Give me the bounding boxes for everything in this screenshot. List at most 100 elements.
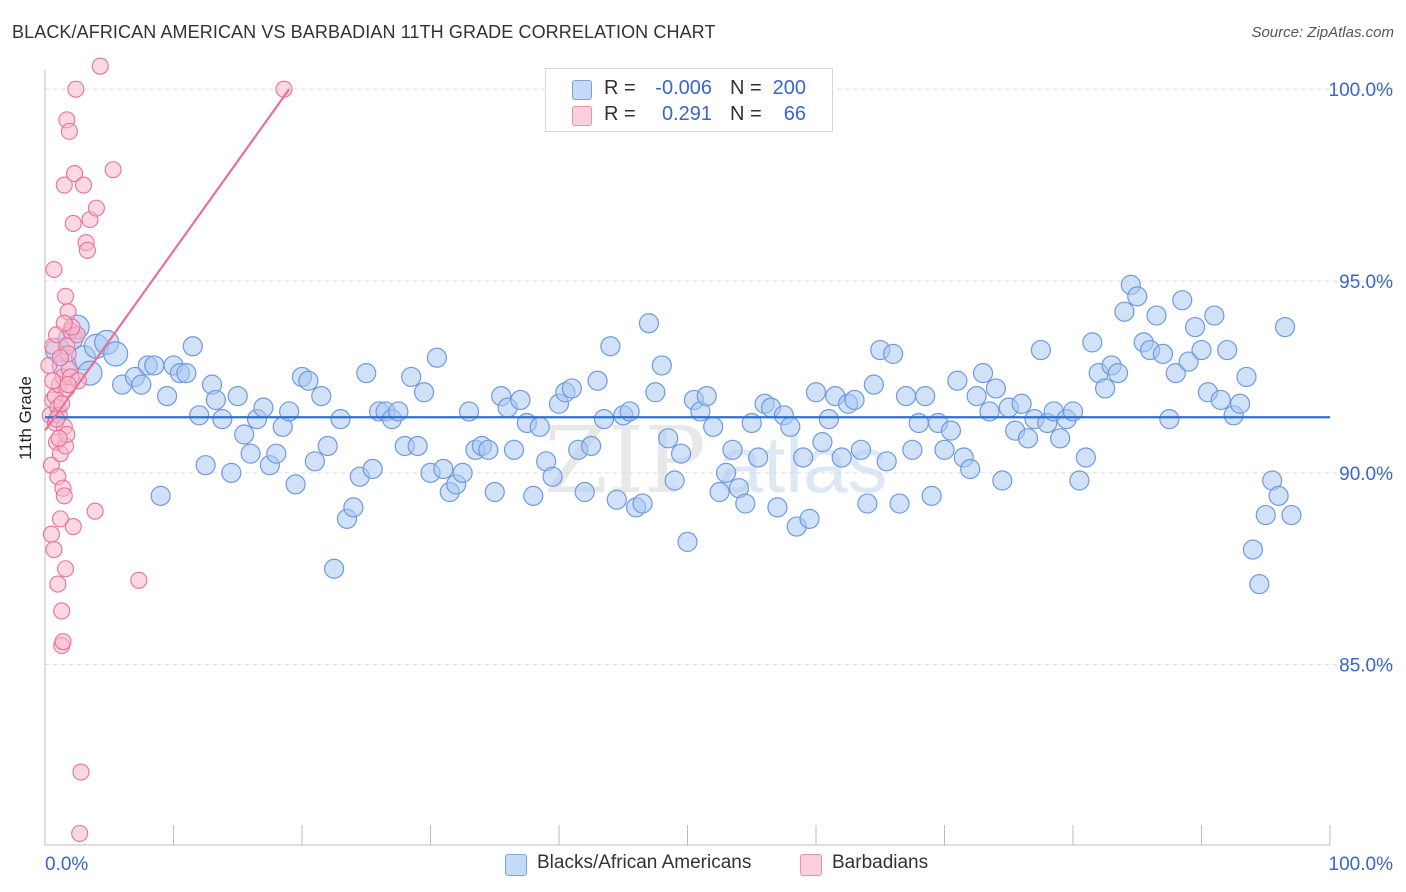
data-point-barbadians bbox=[51, 349, 69, 367]
data-point-blacks bbox=[857, 493, 878, 514]
data-point-blacks bbox=[452, 462, 473, 483]
data-point-blacks bbox=[670, 443, 692, 464]
data-point-blacks bbox=[1107, 362, 1129, 384]
data-point-blacks bbox=[182, 336, 203, 357]
data-point-blacks bbox=[960, 458, 981, 480]
data-point-blacks bbox=[863, 374, 884, 395]
data-point-blacks bbox=[510, 389, 531, 411]
data-point-blacks bbox=[195, 455, 216, 476]
data-point-blacks bbox=[1274, 316, 1296, 338]
data-point-blacks bbox=[298, 370, 319, 391]
legend-r-value: -0.006 bbox=[655, 77, 712, 99]
data-point-blacks bbox=[735, 493, 756, 514]
data-point-blacks bbox=[413, 382, 435, 403]
data-point-barbadians bbox=[44, 372, 62, 390]
data-point-barbadians bbox=[66, 165, 84, 183]
data-point-blacks bbox=[915, 386, 936, 407]
data-point-blacks bbox=[1159, 409, 1180, 430]
data-point-barbadians bbox=[57, 287, 75, 305]
data-point-blacks bbox=[1011, 393, 1032, 414]
data-point-blacks bbox=[1152, 343, 1174, 365]
series-barbadians bbox=[40, 57, 293, 843]
data-point-blacks bbox=[304, 451, 325, 472]
data-point-barbadians bbox=[55, 176, 73, 194]
data-point-blacks bbox=[658, 428, 679, 449]
data-point-blacks bbox=[266, 443, 287, 464]
data-point-blacks bbox=[1191, 339, 1212, 361]
data-point-blacks bbox=[748, 447, 769, 468]
data-point-blacks bbox=[401, 366, 422, 388]
bottom-legend-swatch-pink bbox=[800, 854, 822, 876]
data-point-barbadians bbox=[57, 560, 75, 578]
data-point-blacks bbox=[876, 451, 897, 472]
data-point-blacks bbox=[407, 435, 428, 457]
data-point-blacks bbox=[722, 439, 743, 460]
correlation-legend: R = -0.006 N = 200 R = 0.291 N = 66 bbox=[545, 68, 833, 132]
legend-n-label: N = bbox=[730, 103, 762, 125]
data-point-barbadians bbox=[130, 571, 148, 589]
data-point-blacks bbox=[1281, 504, 1302, 526]
data-point-blacks bbox=[799, 508, 820, 529]
data-point-blacks bbox=[805, 382, 827, 403]
data-point-blacks bbox=[1229, 393, 1251, 414]
data-point-blacks bbox=[253, 397, 274, 418]
data-point-blacks bbox=[1172, 290, 1193, 311]
data-point-blacks bbox=[1082, 332, 1103, 353]
data-point-blacks bbox=[831, 447, 852, 468]
data-point-blacks bbox=[1069, 470, 1090, 491]
data-point-barbadians bbox=[72, 763, 90, 781]
data-point-blacks bbox=[645, 382, 666, 403]
data-point-blacks bbox=[767, 497, 788, 518]
data-point-barbadians bbox=[48, 410, 66, 428]
series-blacks-african-americans bbox=[45, 274, 1302, 595]
data-point-blacks bbox=[343, 497, 364, 518]
data-point-blacks bbox=[632, 493, 653, 514]
data-point-barbadians bbox=[45, 541, 63, 559]
data-point-blacks bbox=[574, 481, 595, 503]
legend-r-label: R = bbox=[604, 77, 636, 99]
data-point-blacks bbox=[221, 462, 242, 483]
legend-n-label: N = bbox=[730, 77, 762, 99]
data-point-blacks bbox=[638, 313, 660, 334]
data-point-blacks bbox=[844, 389, 865, 411]
data-point-blacks bbox=[324, 558, 345, 579]
data-point-blacks bbox=[882, 343, 904, 365]
data-point-blacks bbox=[362, 458, 383, 480]
data-point-barbadians bbox=[55, 314, 73, 332]
data-point-blacks bbox=[317, 435, 338, 457]
bottom-legend-swatch-blue bbox=[505, 854, 527, 876]
data-point-blacks bbox=[150, 485, 171, 506]
data-point-barbadians bbox=[60, 122, 78, 140]
data-point-barbadians bbox=[51, 510, 69, 528]
data-point-blacks bbox=[484, 481, 505, 503]
tick-labels: 85.0% 90.0% 95.0% 100.0% 0.0% 100.0% bbox=[45, 80, 1393, 875]
data-point-blacks bbox=[966, 386, 987, 407]
gridlines bbox=[45, 88, 1395, 666]
data-point-blacks bbox=[696, 386, 717, 407]
data-point-blacks bbox=[503, 439, 525, 460]
data-point-barbadians bbox=[104, 161, 122, 179]
data-point-barbadians bbox=[53, 395, 71, 413]
data-point-blacks bbox=[529, 416, 550, 437]
data-point-blacks bbox=[985, 378, 1007, 399]
data-point-blacks bbox=[1030, 339, 1051, 361]
x-tick-label: 100.0% bbox=[1329, 854, 1394, 875]
legend-r-value: 0.291 bbox=[661, 103, 712, 125]
data-point-barbadians bbox=[42, 525, 60, 543]
data-point-blacks bbox=[972, 362, 994, 384]
data-point-blacks bbox=[311, 386, 332, 407]
data-point-barbadians bbox=[87, 199, 105, 217]
data-point-blacks bbox=[144, 355, 165, 376]
data-point-blacks bbox=[356, 362, 377, 384]
data-point-blacks bbox=[593, 409, 615, 430]
data-point-blacks bbox=[478, 439, 499, 460]
y-tick-label: 85.0% bbox=[1339, 656, 1393, 677]
data-point-blacks bbox=[921, 485, 942, 506]
data-point-blacks bbox=[227, 386, 248, 407]
data-point-blacks bbox=[1204, 305, 1225, 326]
data-point-blacks bbox=[812, 432, 833, 453]
data-point-blacks bbox=[426, 347, 448, 368]
data-point-blacks bbox=[234, 424, 255, 445]
data-point-barbadians bbox=[71, 824, 89, 843]
